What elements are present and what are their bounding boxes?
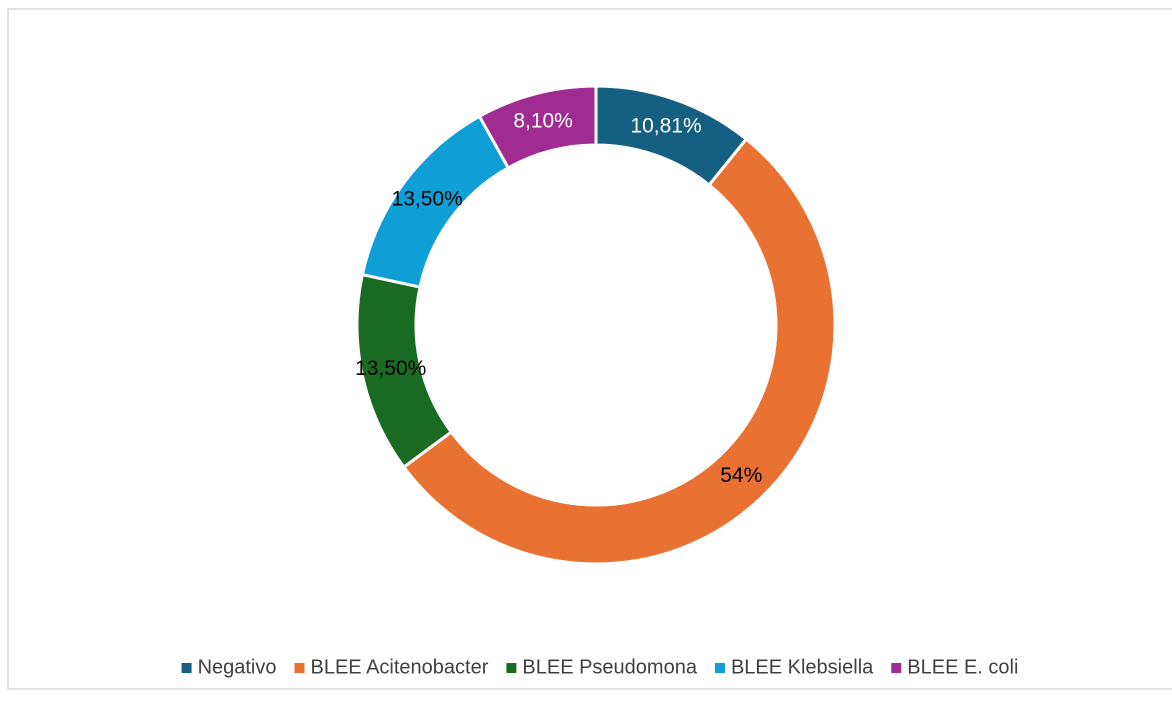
legend: Negativo BLEE Acitenobacter BLEE Pseudomon…	[181, 656, 1018, 678]
data-label: 13,50%	[355, 357, 426, 380]
legend-marker	[714, 663, 725, 673]
legend-marker	[506, 663, 517, 673]
legend-label: Negativo	[198, 656, 277, 678]
legend-label: BLEE Pseudomona	[522, 656, 697, 678]
data-label: 54%	[720, 464, 762, 487]
legend-label: BLEE Acitenobacter	[311, 656, 489, 678]
data-label: 13,50%	[392, 188, 463, 211]
legend-marker	[181, 663, 192, 673]
legend-label: BLEE E. coli	[907, 656, 1018, 678]
data-label: 8,10%	[513, 109, 573, 132]
donut-segment	[401, 137, 837, 566]
data-label: 10,81%	[630, 115, 701, 138]
legend-marker	[294, 663, 305, 673]
legend-marker	[891, 663, 902, 673]
legend-label: BLEE Klebsiella	[731, 656, 874, 678]
donut-segment	[477, 84, 598, 170]
